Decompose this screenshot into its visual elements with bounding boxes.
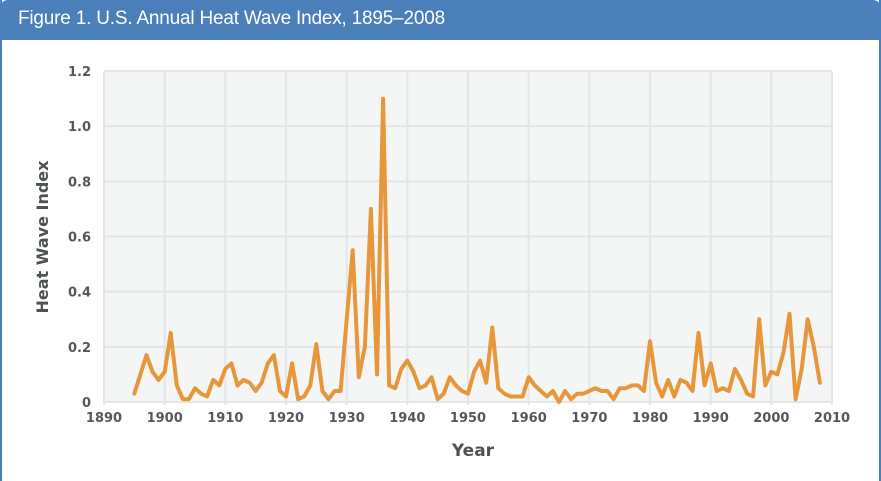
y-tick-label: 1.0 [68,120,91,135]
x-tick-label: 1890 [86,411,122,426]
y-axis-title: Heat Wave Index [33,160,52,314]
x-tick-label: 1920 [268,411,304,426]
figure-title: Figure 1. U.S. Annual Heat Wave Index, 1… [18,8,445,29]
y-tick-label: 0.8 [68,175,91,190]
x-tick-label: 2010 [814,411,850,426]
x-tick-label: 1930 [329,411,365,426]
figure-header: Figure 1. U.S. Annual Heat Wave Index, 1… [0,0,881,40]
y-tick-label: 0 [82,396,91,411]
x-tick-label: 1980 [632,411,668,426]
y-tick-label: 0.4 [68,286,91,301]
x-tick-label: 1950 [450,411,486,426]
y-tick-label: 1.2 [68,65,91,80]
x-tick-label: 1960 [511,411,547,426]
x-tick-label: 1910 [207,411,243,426]
x-tick-label: 1900 [147,411,183,426]
x-tick-label: 1940 [389,411,425,426]
x-tick-label: 2000 [753,411,789,426]
x-tick-label: 1990 [693,411,729,426]
y-tick-label: 0.2 [68,341,91,356]
series-line-heat-wave-index [132,96,822,404]
y-tick-label: 0.6 [68,231,91,246]
x-tick-label: 1970 [571,411,607,426]
x-axis-title: Year [451,441,495,461]
